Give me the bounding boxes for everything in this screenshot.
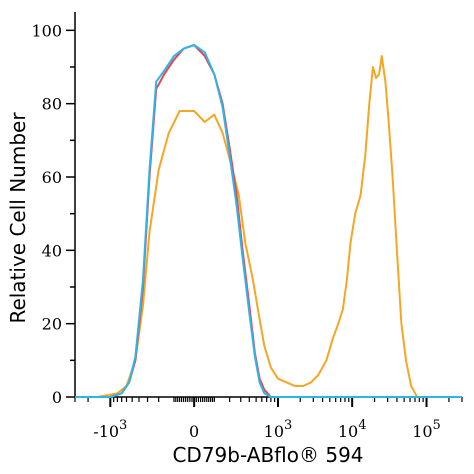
x-tick-exponent: 5 bbox=[433, 418, 441, 433]
x-tick-label: 104 bbox=[338, 418, 367, 441]
y-tick-label: 20 bbox=[42, 315, 62, 334]
series-line-1 bbox=[75, 55, 462, 398]
x-axis-title: CD79b-ABflo® 594 bbox=[172, 443, 363, 467]
x-tick-exponent: 3 bbox=[284, 418, 292, 433]
y-axis: 0 20 40 60 80 100 bbox=[31, 12, 76, 407]
x-tick-exponent: 4 bbox=[358, 418, 366, 433]
y-tick-label: 60 bbox=[42, 168, 62, 187]
y-tick-label: 80 bbox=[42, 95, 62, 114]
x-tick-label: 0 bbox=[189, 422, 199, 441]
series-line-3 bbox=[75, 44, 462, 398]
y-tick-label: 0 bbox=[52, 388, 62, 407]
y-tick-label: 100 bbox=[31, 21, 62, 40]
series-group bbox=[75, 44, 462, 398]
y-tick-label: 40 bbox=[42, 241, 62, 260]
x-axis: -103 0 103 104 105 bbox=[74, 396, 463, 441]
x-tick-label: -103 bbox=[93, 418, 127, 441]
y-axis-title: Relative Cell Number bbox=[6, 112, 30, 324]
x-tick-label: 103 bbox=[264, 418, 293, 441]
x-tick-exponent: 3 bbox=[119, 418, 127, 433]
x-tick-label: 105 bbox=[412, 418, 441, 441]
